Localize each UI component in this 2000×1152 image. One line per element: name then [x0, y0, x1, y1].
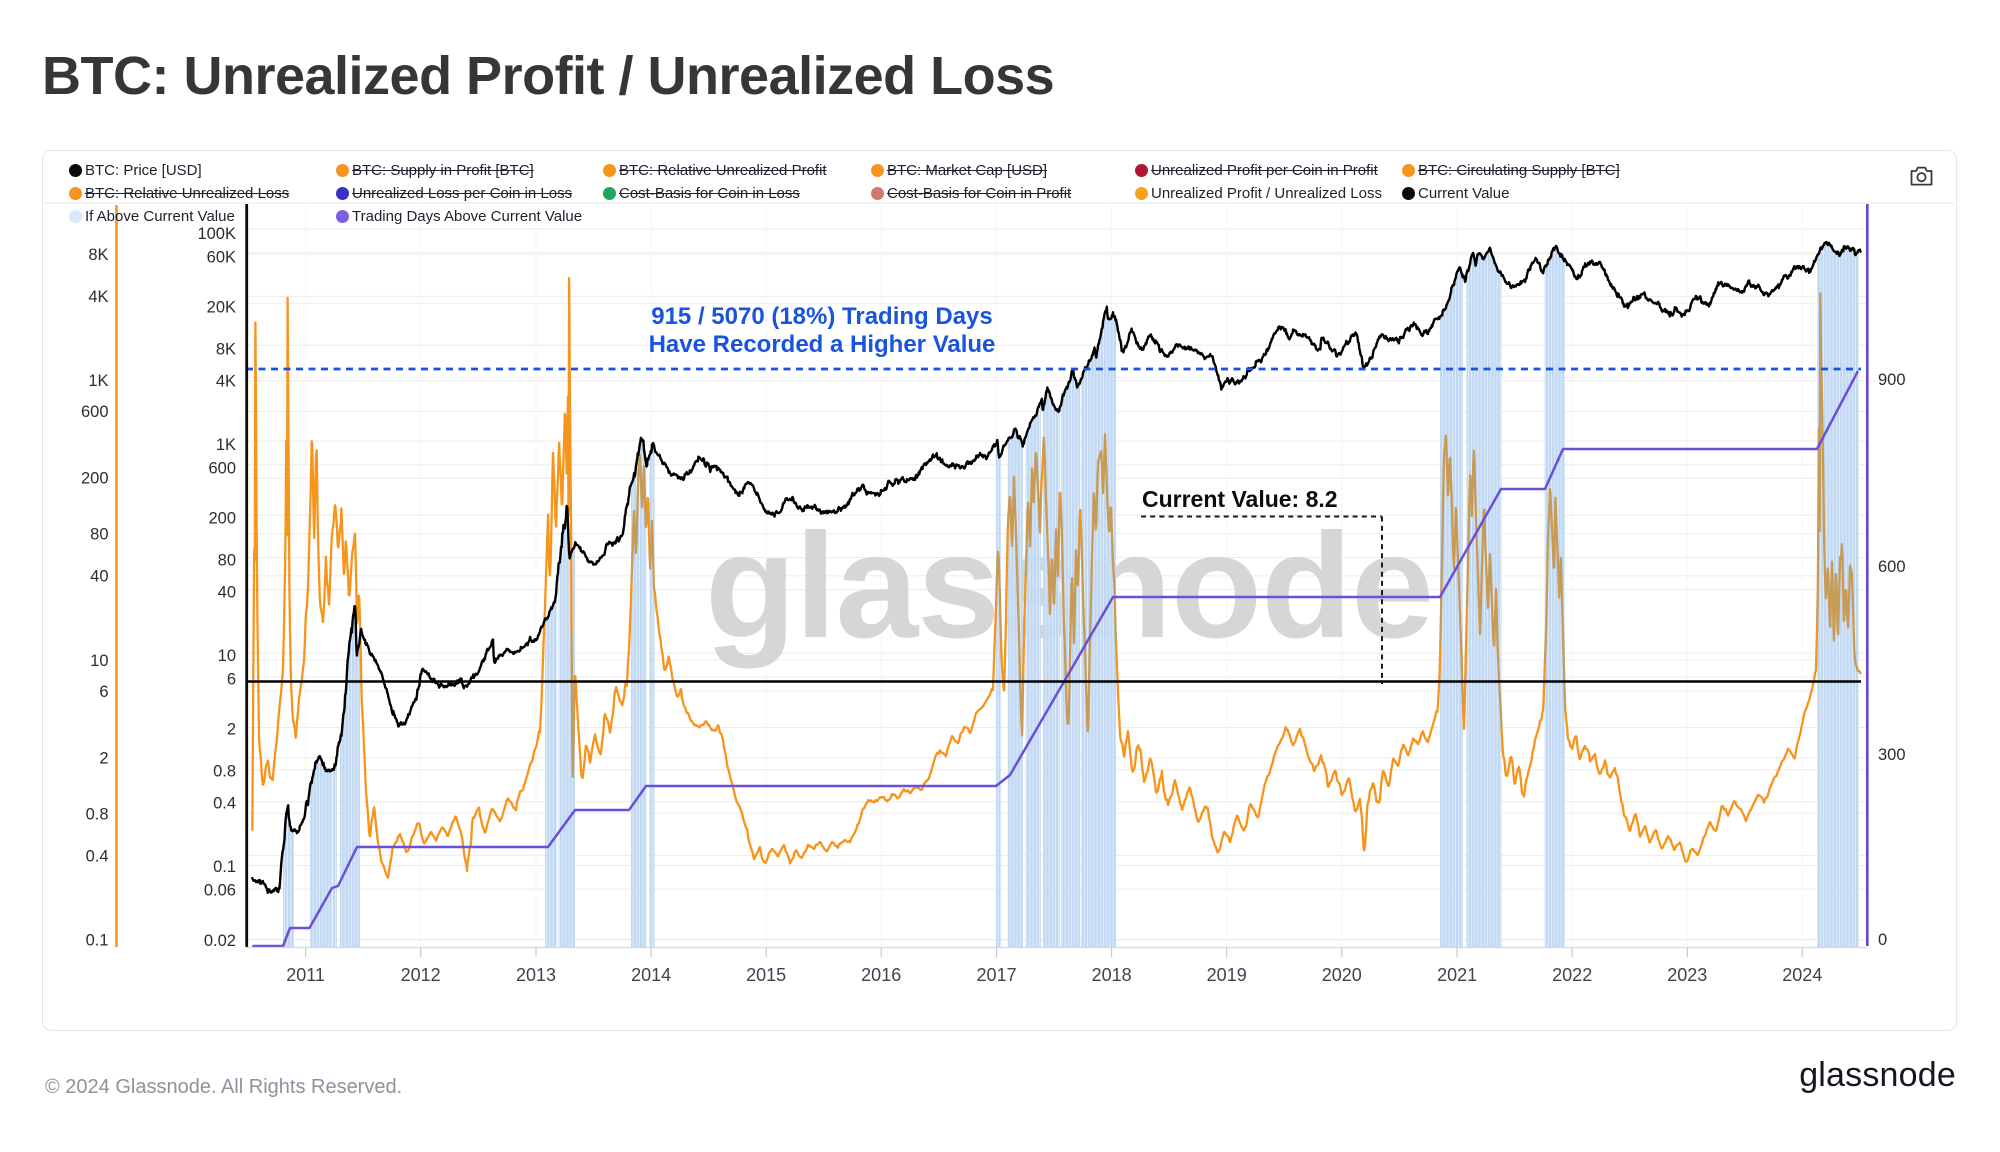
svg-text:Have Recorded a Higher Value: Have Recorded a Higher Value [649, 331, 996, 358]
svg-text:60K: 60K [207, 248, 236, 266]
svg-text:900: 900 [1878, 371, 1906, 389]
svg-text:2023: 2023 [1667, 965, 1707, 985]
svg-text:1K: 1K [88, 372, 108, 390]
svg-text:200: 200 [208, 510, 236, 528]
svg-text:2013: 2013 [516, 965, 556, 985]
svg-text:0.1: 0.1 [213, 858, 236, 876]
svg-text:2020: 2020 [1322, 965, 1362, 985]
svg-text:100K: 100K [197, 225, 236, 243]
svg-text:0: 0 [1878, 931, 1887, 949]
svg-text:200: 200 [81, 470, 109, 488]
svg-text:10: 10 [90, 652, 108, 670]
svg-text:40: 40 [90, 568, 108, 586]
svg-text:0.4: 0.4 [86, 848, 109, 866]
svg-text:6: 6 [99, 683, 108, 701]
svg-text:2018: 2018 [1092, 965, 1132, 985]
svg-text:Current Value: 8.2: Current Value: 8.2 [1142, 486, 1338, 512]
svg-text:2015: 2015 [746, 965, 786, 985]
svg-text:20K: 20K [207, 299, 236, 317]
svg-text:2021: 2021 [1437, 965, 1477, 985]
svg-text:0.06: 0.06 [204, 881, 236, 899]
svg-text:300: 300 [1878, 746, 1906, 764]
svg-text:2016: 2016 [861, 965, 901, 985]
svg-text:2: 2 [99, 750, 108, 768]
svg-text:80: 80 [218, 552, 236, 570]
svg-text:2014: 2014 [631, 965, 671, 985]
svg-text:40: 40 [218, 584, 236, 602]
svg-text:0.1: 0.1 [86, 932, 109, 950]
svg-text:600: 600 [208, 459, 236, 477]
svg-text:1K: 1K [216, 436, 236, 454]
svg-text:2017: 2017 [977, 965, 1017, 985]
svg-text:4K: 4K [88, 288, 108, 306]
svg-text:2024: 2024 [1782, 965, 1822, 985]
svg-text:10: 10 [218, 647, 236, 665]
svg-text:2012: 2012 [401, 965, 441, 985]
svg-text:600: 600 [1878, 558, 1906, 576]
svg-text:0.8: 0.8 [86, 805, 109, 823]
svg-text:8K: 8K [216, 341, 236, 359]
svg-text:0.4: 0.4 [213, 795, 236, 813]
svg-text:6: 6 [227, 670, 236, 688]
svg-text:2019: 2019 [1207, 965, 1247, 985]
svg-text:2: 2 [227, 721, 236, 739]
svg-text:8K: 8K [88, 246, 108, 264]
svg-text:2011: 2011 [286, 965, 325, 985]
svg-text:4K: 4K [216, 372, 236, 390]
svg-text:0.02: 0.02 [204, 932, 236, 950]
svg-text:600: 600 [81, 403, 109, 421]
svg-text:80: 80 [90, 525, 108, 543]
svg-text:2022: 2022 [1552, 965, 1592, 985]
svg-text:915 / 5070 (18%) Trading Days: 915 / 5070 (18%) Trading Days [651, 303, 993, 330]
svg-text:0.8: 0.8 [213, 763, 236, 781]
